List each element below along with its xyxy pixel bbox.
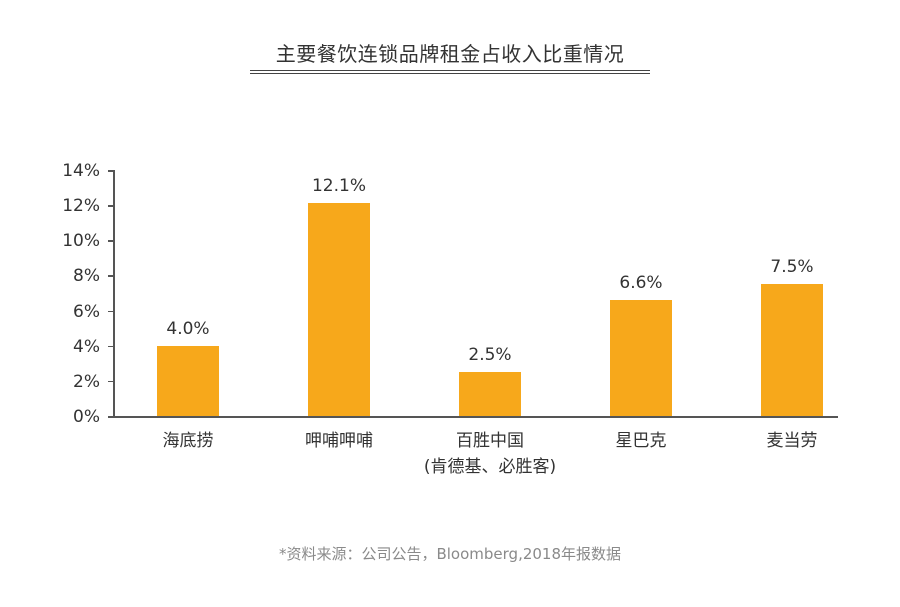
y-tick-label: 8%	[73, 266, 100, 287]
category-label-line1: 麦当劳	[766, 431, 818, 451]
x-axis-line	[113, 416, 838, 418]
chart-title: 主要餐饮连锁品牌租金占收入比重情况	[275, 42, 625, 66]
category-label: 呷哺呷哺	[239, 428, 439, 454]
y-tick-mark	[108, 205, 114, 207]
y-tick-label: 2%	[73, 371, 100, 392]
y-tick-mark	[108, 240, 114, 242]
y-tick-label: 10%	[62, 231, 100, 252]
bar-value-label: 12.1%	[311, 176, 366, 197]
y-tick-label: 0%	[73, 407, 100, 427]
category-label: 麦当劳	[692, 428, 892, 454]
y-tick-mark	[108, 380, 114, 383]
bar-value-label: 2.5%	[468, 345, 512, 366]
bar	[459, 372, 521, 416]
bar-value-label: 4.0%	[166, 318, 210, 339]
bar-value-label: 7.5%	[770, 257, 814, 278]
bar	[761, 284, 823, 416]
category-label: 百胜中国 (肯德基、必胜客)	[390, 428, 590, 480]
bar	[157, 345, 219, 416]
y-tick-mark	[108, 275, 114, 277]
category-label: 星巴克	[541, 428, 741, 454]
bar-value-label: 6.6%	[619, 273, 663, 294]
y-tick-mark	[108, 310, 114, 313]
y-tick-label: 6%	[73, 301, 100, 322]
y-tick-mark	[108, 345, 114, 348]
bar	[610, 300, 672, 416]
y-axis-line	[113, 170, 115, 417]
y-tick-mark	[108, 170, 114, 172]
category-label: 海底捞	[88, 428, 288, 454]
bar	[308, 203, 370, 416]
category-label-line1: 百胜中国	[456, 431, 524, 451]
category-label-line1: 呷哺呷哺	[305, 431, 373, 451]
y-tick-label: 4%	[73, 336, 100, 357]
y-tick-mark	[108, 416, 114, 418]
y-tick-label: 12%	[62, 196, 100, 217]
category-label-line1: 星巴克	[615, 431, 667, 451]
source-note: *资料来源：公司公告，Bloomberg,2018年报数据	[278, 545, 622, 563]
title-underline	[250, 70, 650, 71]
title-underline-second	[250, 73, 650, 74]
category-label-line1: 海底捞	[162, 431, 214, 451]
y-tick-label: 14%	[62, 161, 100, 181]
category-label-line2: (肯德基、必胜客)	[423, 457, 557, 477]
